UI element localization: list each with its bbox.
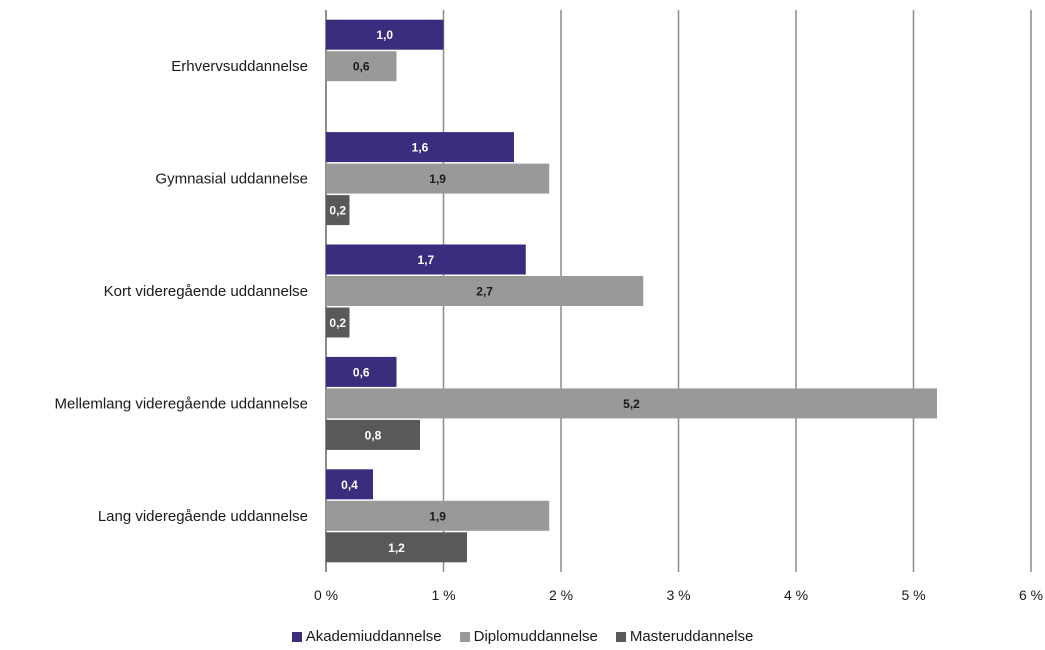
- data-label: 1,0: [376, 28, 393, 42]
- x-tick-label: 0 %: [314, 587, 338, 603]
- bar: [326, 244, 526, 275]
- bar: [326, 419, 420, 450]
- data-label: 1,7: [418, 253, 435, 267]
- legend: Akademiuddannelse Diplomuddannelse Masteru…: [0, 628, 1045, 645]
- bar: [326, 307, 350, 338]
- bar: [326, 469, 373, 500]
- data-label: 1,9: [429, 509, 446, 523]
- bar: [326, 51, 397, 82]
- legend-item: Akademiuddannelse: [291, 628, 442, 645]
- category-label: Mellemlang videregående uddannelse: [54, 395, 308, 412]
- data-labels: 1,0 0,6 1,6 1,9 0,2 1,7 2,7 0,2 0,6 5,2 0,8 0,4 1,9 1…: [329, 28, 640, 555]
- legend-swatch: [459, 631, 470, 642]
- x-tick-label: 2 %: [549, 587, 573, 603]
- bar: [326, 532, 467, 563]
- x-tick-label: 4 %: [784, 587, 808, 603]
- bars: [326, 19, 937, 563]
- data-label: 0,2: [329, 316, 346, 330]
- legend-swatch: [291, 631, 302, 642]
- x-tick-label: 6 %: [1019, 587, 1043, 603]
- data-label: 0,2: [329, 204, 346, 218]
- data-label: 0,6: [353, 365, 370, 379]
- data-label: 5,2: [623, 397, 640, 411]
- bar: [326, 500, 550, 531]
- legend-label: Akademiuddannelse: [305, 628, 442, 645]
- data-label: 1,6: [412, 141, 429, 155]
- category-labels: Erhvervsuddannelse Gymnasial uddannelse Ko…: [54, 58, 308, 525]
- data-label: 0,4: [341, 478, 358, 492]
- legend-label: Diplomuddannelse: [473, 628, 598, 645]
- data-label: 2,7: [476, 285, 493, 299]
- bar-chart: 1,0 0,6 1,6 1,9 0,2 1,7 2,7 0,2 0,6 5,2 0,8 0,4 1,9 1…: [54, 10, 1043, 603]
- legend-item: Masteruddannelse: [615, 628, 754, 645]
- x-tick-labels: 0 % 1 % 2 % 3 % 4 % 5 % 6 %: [314, 587, 1043, 603]
- legend-label: Masteruddannelse: [629, 628, 754, 645]
- bar: [326, 19, 444, 50]
- x-tick-label: 1 %: [431, 587, 455, 603]
- category-label: Gymnasial uddannelse: [155, 171, 308, 188]
- x-tick-label: 3 %: [666, 587, 690, 603]
- data-label: 1,9: [429, 172, 446, 186]
- x-tick-label: 5 %: [901, 587, 925, 603]
- data-label: 0,6: [353, 60, 370, 74]
- bar: [326, 132, 514, 163]
- category-label: Lang videregående uddannelse: [98, 508, 308, 525]
- data-label: 1,2: [388, 541, 405, 555]
- category-label: Erhvervsuddannelse: [171, 58, 308, 75]
- legend-item: Diplomuddannelse: [459, 628, 598, 645]
- category-label: Kort videregående uddannelse: [104, 283, 308, 300]
- legend-swatch: [615, 631, 626, 642]
- data-label: 0,8: [365, 428, 382, 442]
- bar: [326, 388, 937, 419]
- bar: [326, 356, 397, 387]
- bar: [326, 163, 550, 194]
- bar: [326, 276, 644, 306]
- bar: [326, 195, 350, 226]
